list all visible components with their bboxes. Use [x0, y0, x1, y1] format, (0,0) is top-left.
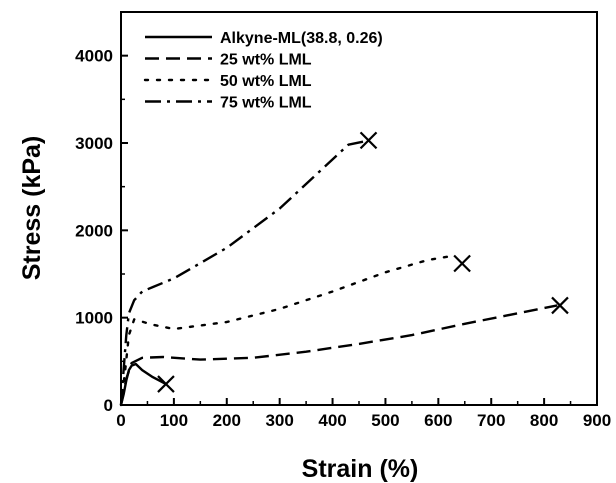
- x-tick-label: 700: [477, 411, 505, 430]
- x-axis-title: Strain (%): [302, 455, 419, 483]
- x-tick-label: 300: [265, 411, 293, 430]
- x-tick-label: 100: [160, 411, 188, 430]
- series-layer: [119, 139, 558, 407]
- x-tick-label: 900: [583, 411, 611, 430]
- y-axis-title: Stress (kPa): [18, 136, 46, 281]
- y-tick-label: 1000: [75, 309, 113, 328]
- legend-label: 25 wt% LML: [220, 52, 312, 69]
- axis-ticks: 0 100 200 300 400 500 600 700 800 900 0 1000 2000 300…: [75, 11, 611, 430]
- x-tick-label: 0: [116, 411, 125, 430]
- break-marker-stroke: [453, 254, 471, 273]
- legend: Alkyne-ML(38.8, 0.26) 25 wt% LML 50 wt% LM…: [143, 30, 383, 112]
- x-tick-label: 400: [318, 411, 346, 430]
- legend-label: Alkyne-ML(38.8, 0.26): [220, 30, 383, 47]
- break-marker-x: [551, 296, 569, 315]
- x-tick-label: 200: [213, 411, 241, 430]
- break-markers: [157, 131, 569, 393]
- legend-label: 75 wt% LML: [220, 95, 312, 112]
- x-tick-label: 600: [424, 411, 452, 430]
- break-marker-stroke: [551, 296, 569, 315]
- break-marker-x: [359, 131, 378, 150]
- series-line-1: [119, 362, 167, 406]
- legend-label: 50 wt% LML: [220, 73, 312, 90]
- break-marker-x: [157, 375, 175, 393]
- y-tick-label: 2000: [75, 221, 113, 240]
- plot-area-border: [120, 11, 598, 406]
- y-tick-label: 4000: [75, 47, 113, 66]
- series-line-2: [119, 304, 558, 406]
- break-marker-stroke: [157, 375, 175, 393]
- y-tick-label: 0: [104, 396, 113, 415]
- break-marker-x: [453, 254, 471, 273]
- y-tick-label: 3000: [75, 134, 113, 153]
- series-line-4: [119, 139, 370, 406]
- x-tick-label: 500: [371, 411, 399, 430]
- x-tick-label: 800: [530, 411, 558, 430]
- plot-frame: [120, 11, 598, 406]
- break-marker-stroke: [359, 131, 378, 150]
